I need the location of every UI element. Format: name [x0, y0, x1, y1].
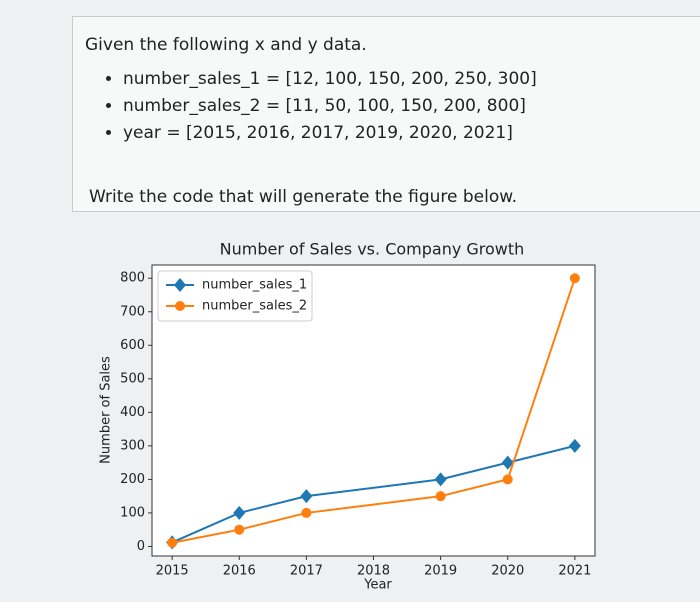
legend-marker [175, 301, 185, 311]
y-tick-label: 600 [120, 338, 145, 353]
marker [167, 537, 178, 548]
legend-label: number_sales_2 [202, 299, 307, 314]
y-tick-label: 100 [120, 505, 145, 520]
marker [502, 474, 513, 485]
marker [435, 491, 446, 502]
legend-box [157, 270, 313, 322]
marker [568, 438, 581, 453]
y-tick-label: 200 [120, 472, 145, 487]
bullet-list: number_sales_1 = [12, 100, 150, 200, 250… [95, 69, 537, 150]
x-tick-label: 2018 [357, 564, 390, 579]
marker [233, 505, 246, 520]
marker [300, 489, 313, 504]
y-tick-label: 500 [120, 371, 145, 386]
x-axis-label: Year [363, 578, 392, 593]
x-tick-label: 2021 [558, 564, 591, 579]
marker [569, 273, 580, 284]
x-tick-label: 2017 [290, 564, 323, 579]
x-tick-label: 2020 [491, 564, 524, 579]
marker [234, 524, 245, 535]
y-tick-label: 700 [120, 304, 145, 319]
marker [301, 507, 312, 518]
x-tick-label: 2019 [424, 564, 457, 579]
chart-title: Number of Sales vs. Company Growth [220, 240, 525, 259]
series-line [171, 277, 576, 544]
bullet: number_sales_1 = [12, 100, 150, 200, 250… [123, 69, 537, 89]
question-box: Given the following x and y data. number… [72, 16, 700, 212]
bullet: number_sales_2 = [11, 50, 100, 150, 200,… [123, 96, 537, 116]
y-tick-label: 400 [120, 405, 145, 420]
legend-label: number_sales_1 [202, 278, 307, 293]
bullet: year = [2015, 2016, 2017, 2019, 2020, 20… [123, 123, 537, 143]
series-line [171, 444, 576, 544]
x-tick-label: 2016 [223, 564, 256, 579]
y-tick-label: 300 [120, 438, 145, 453]
intro-text: Given the following x and y data. [85, 35, 367, 55]
y-tick-label: 800 [120, 271, 145, 286]
marker [501, 455, 514, 470]
legend-marker [174, 278, 186, 292]
x-tick-label: 2015 [156, 564, 189, 579]
y-axis-label: Number of Sales [99, 356, 114, 464]
y-tick-label: 0 [137, 539, 145, 554]
marker [434, 472, 447, 487]
outro-text: Write the code that will generate the fi… [89, 187, 517, 207]
